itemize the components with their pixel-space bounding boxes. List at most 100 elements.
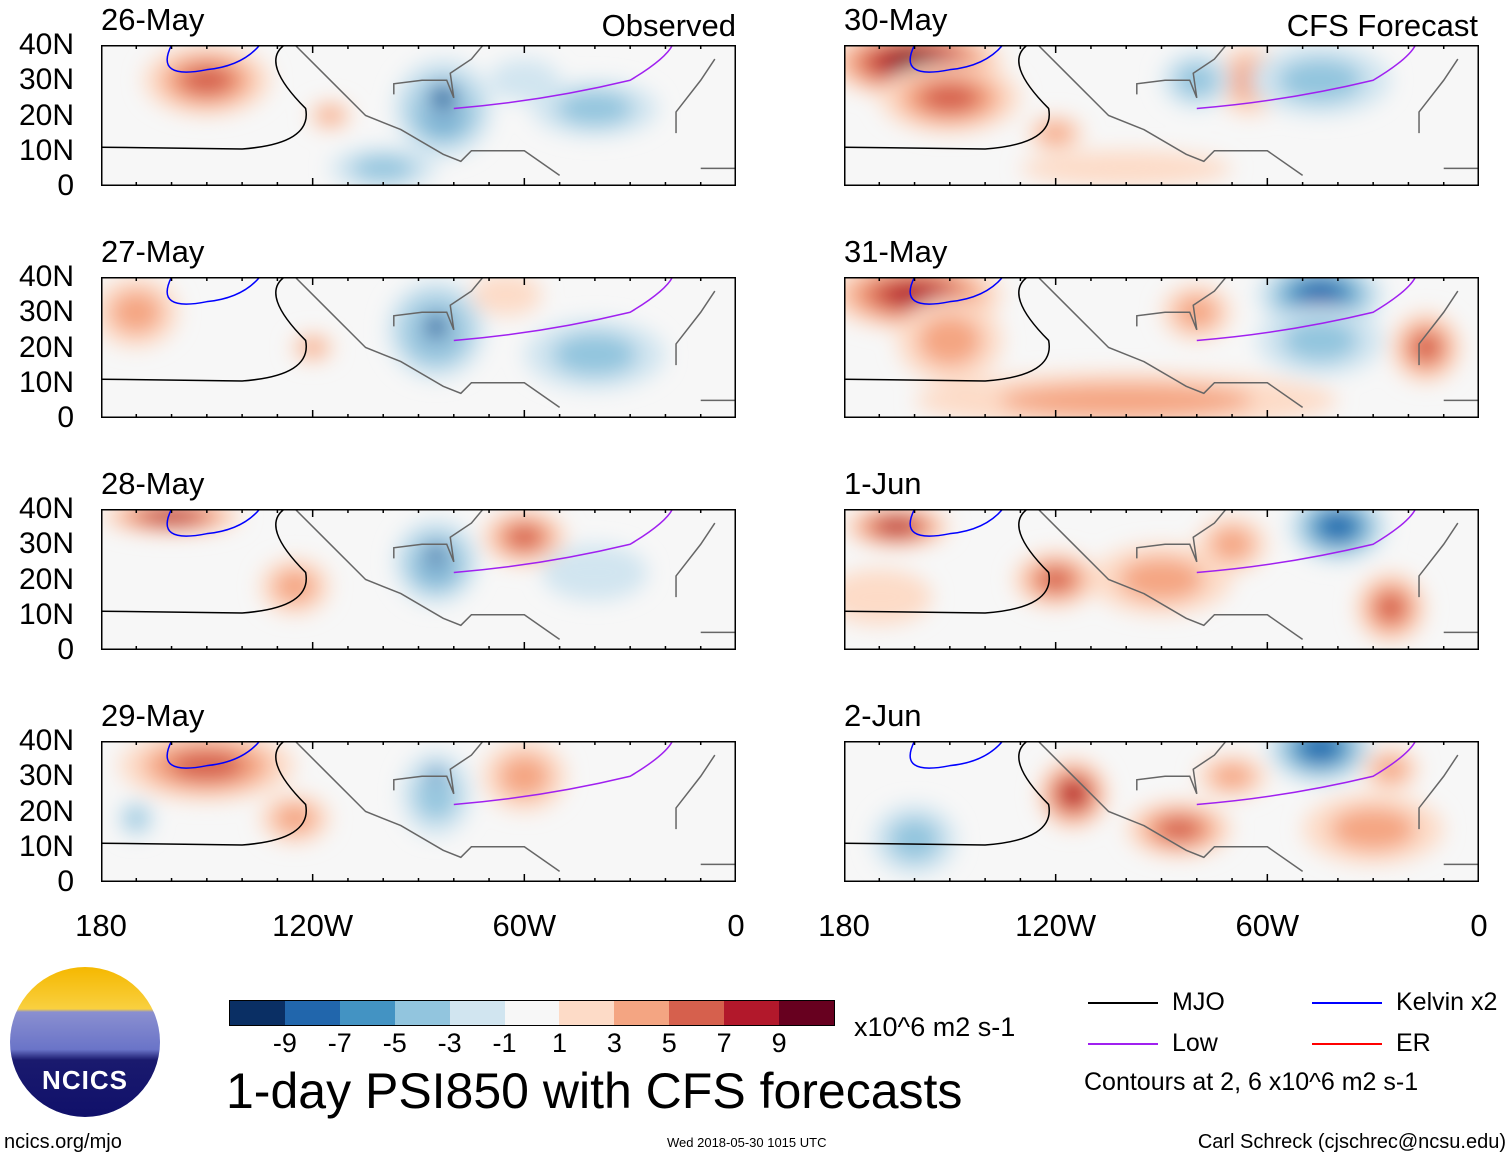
anomaly-shading <box>471 277 542 316</box>
lat-label: 40N <box>18 28 74 61</box>
figure-title: 1-day PSI850 with CFS forecasts <box>226 1063 963 1119</box>
anomaly-shading <box>1321 514 1355 539</box>
lat-label: 40N <box>18 492 74 525</box>
anomaly-shading <box>1282 319 1359 362</box>
lat-label: 20N <box>18 794 74 828</box>
panel-date: 2-Jun <box>844 698 922 733</box>
panel-date: 1-Jun <box>844 466 922 501</box>
colorbar-tick: 3 <box>606 1028 622 1058</box>
colorbar-swatch <box>230 1001 286 1025</box>
coastline <box>294 277 736 409</box>
legend-label: ER <box>1396 1029 1431 1057</box>
colorbar-swatch <box>559 1001 616 1025</box>
anomaly-shading <box>431 550 441 560</box>
anomaly-shading <box>1037 567 1074 592</box>
legend-line <box>1088 1002 1158 1004</box>
coastline <box>1037 45 1479 177</box>
anomaly-shading <box>1375 592 1406 623</box>
panel-date: 31-May <box>844 234 948 269</box>
lat-label: 10N <box>18 365 74 399</box>
lon-label: 0 <box>727 908 745 943</box>
anomaly-shading <box>1299 282 1342 307</box>
coastline <box>1037 509 1479 641</box>
colorbar-tick: -9 <box>272 1028 297 1058</box>
coastline <box>294 45 736 177</box>
lat-label: 30N <box>18 63 74 97</box>
anomaly-shading <box>317 107 344 124</box>
anomaly-shading <box>498 755 550 798</box>
colorbar-tick: 9 <box>771 1028 787 1058</box>
mjo-contour <box>844 509 1050 614</box>
footer-url[interactable]: ncics.org/mjo <box>4 1131 122 1153</box>
anomaly-shading <box>1175 295 1218 330</box>
map-panel <box>101 277 736 418</box>
lat-label: 0 <box>57 865 74 898</box>
anomaly-shading <box>879 519 915 534</box>
lon-label: 60W <box>492 908 557 943</box>
low-contour <box>453 277 674 342</box>
footer-credit: Carl Schreck (cjschrec@ncsu.edu) <box>1197 1131 1506 1153</box>
lat-label: 20N <box>18 330 74 364</box>
coastline <box>1037 741 1479 873</box>
anomaly-shading <box>1038 122 1073 144</box>
kelvin-contour <box>909 509 1004 537</box>
anomaly-shading <box>885 282 944 307</box>
low-contour <box>1196 741 1417 806</box>
anomaly-shading <box>1061 782 1086 806</box>
anomaly-shading <box>430 320 442 333</box>
anomaly-shading <box>889 818 940 861</box>
anomaly-shading <box>148 510 196 522</box>
legend-line <box>1312 1002 1382 1004</box>
colorbar-swatch <box>394 1001 451 1025</box>
legend-line <box>1312 1043 1382 1045</box>
colorbar: -9 -7 -5 -3 -1 1 3 5 7 9 <box>229 1000 835 1058</box>
mjo-contour <box>844 45 1050 150</box>
panel-date: 28-May <box>101 466 205 501</box>
colorbar-swatch <box>614 1001 671 1025</box>
anomaly-shading <box>351 155 415 182</box>
anomaly-shading <box>1410 332 1442 363</box>
lat-label: 20N <box>18 98 74 132</box>
anomaly-shading <box>999 383 1254 418</box>
legend-label: Low <box>1172 1029 1218 1057</box>
lat-label: 0 <box>57 633 74 666</box>
anomaly-shading <box>273 803 317 834</box>
lat-label: 10N <box>18 597 74 631</box>
kelvin-contour <box>909 45 1004 73</box>
kelvin-contour <box>166 45 261 73</box>
low-contour <box>1196 509 1417 574</box>
colorbar-tick: -1 <box>492 1028 517 1058</box>
lon-label: 180 <box>75 908 127 943</box>
colorbar-units: x10^6 m2 s-1 <box>854 1012 1016 1042</box>
anomaly-shading <box>1302 741 1338 760</box>
mjo-contour <box>101 741 307 846</box>
anomaly-shading <box>1210 527 1254 562</box>
lat-label: 10N <box>18 133 74 167</box>
map-panel <box>101 509 736 650</box>
lat-label: 20N <box>18 562 74 596</box>
legend-line <box>1088 1043 1158 1045</box>
anomaly-shading <box>110 291 162 334</box>
colorbar-tick: -5 <box>382 1028 407 1058</box>
panel-date: 27-May <box>101 234 205 269</box>
low-contour <box>453 741 674 806</box>
anomaly-shading <box>436 92 450 104</box>
anomaly-shading <box>1373 756 1408 782</box>
low-contour <box>453 45 674 110</box>
anomaly-shading <box>1156 817 1202 842</box>
lon-label: 120W <box>272 908 354 943</box>
colorbar-swatch <box>339 1001 396 1025</box>
panel-date: 29-May <box>101 698 205 733</box>
mjo-contour <box>844 741 1050 846</box>
anomaly-shading <box>1330 807 1416 851</box>
anomaly-shading <box>489 59 560 102</box>
colorbar-tick: 5 <box>661 1028 677 1058</box>
logo-text: NCICS <box>42 1065 128 1095</box>
lon-label: 180 <box>818 908 870 943</box>
mjo-contour <box>101 277 307 382</box>
colorbar-swatch <box>504 1001 561 1025</box>
lat-label: 10N <box>18 829 74 863</box>
lat-label: 40N <box>18 260 74 293</box>
colorbar-swatch <box>284 1001 341 1025</box>
anomaly-shading <box>1210 763 1254 789</box>
